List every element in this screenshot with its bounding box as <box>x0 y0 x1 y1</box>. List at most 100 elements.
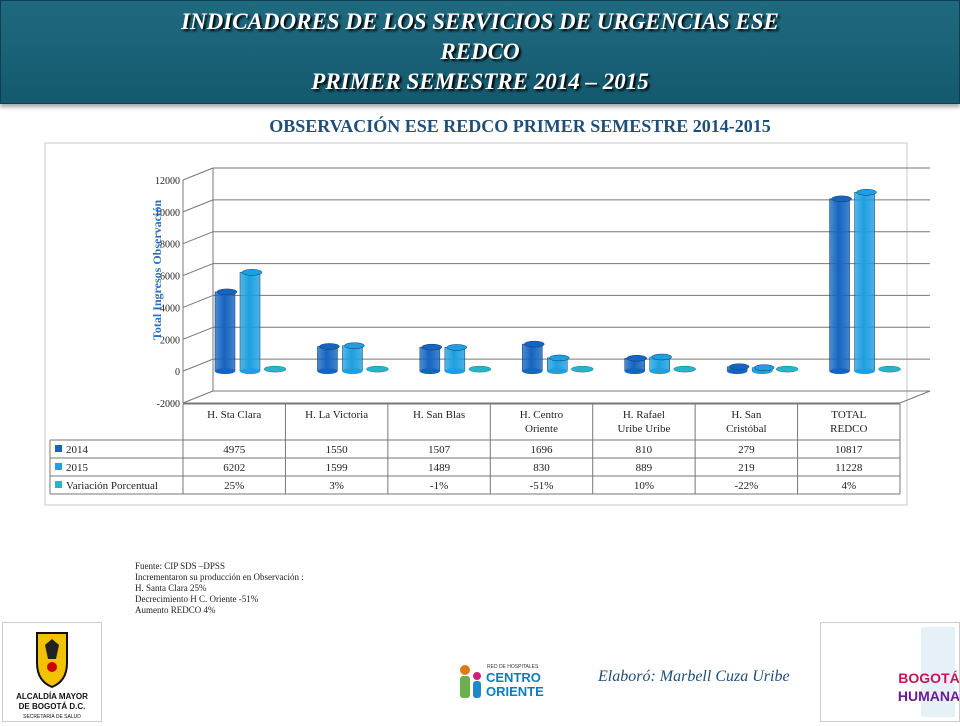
red-line1: RED DE HOSPITALES <box>487 664 539 670</box>
note-line: Fuente: CIP SDS –DPSS <box>135 561 225 571</box>
x-category-label: H. Sta Clara <box>207 409 261 421</box>
note-line: Incrementaron su producción en Observaci… <box>135 572 304 582</box>
bar-cap <box>626 354 647 362</box>
bar-cap <box>856 189 877 196</box>
gridline <box>182 358 214 372</box>
bar-base <box>419 368 440 375</box>
red-hospitales-icon: RED DE HOSPITALES CENTRO ORIENTE <box>460 664 544 699</box>
y-tick-label: 12000 <box>155 176 180 187</box>
data-label: -51% <box>530 480 554 492</box>
y-tick-label: 8000 <box>160 240 180 251</box>
bar-cap <box>421 343 443 351</box>
alcaldia-line1: ALCALDÍA MAYOR <box>16 692 88 701</box>
bar <box>878 365 901 373</box>
bar-base <box>240 368 260 375</box>
bar <box>239 272 261 372</box>
bar-cap <box>216 288 238 296</box>
bar-base <box>649 368 670 375</box>
data-label: 11228 <box>835 462 863 474</box>
bar <box>317 346 338 372</box>
data-label: -1% <box>430 480 448 492</box>
bar-base <box>342 368 363 375</box>
coat-of-arms-icon: ALCALDÍA MAYOR DE BOGOTÁ D.C. SECRETARÍA… <box>16 632 88 720</box>
bogota-humana-icon: BOGOTÁ HUMANA <box>898 627 960 717</box>
chart-title: OBSERVACIÓN ESE REDCO PRIMER SEMESTRE 20… <box>269 116 771 136</box>
bar-cap <box>319 343 340 350</box>
bar <box>854 192 875 372</box>
data-label: 3% <box>329 480 344 492</box>
bar <box>366 365 389 373</box>
data-label: 830 <box>533 462 550 474</box>
x-category-label: Oriente <box>525 423 558 435</box>
bar-base <box>215 368 235 375</box>
data-label: -22% <box>734 480 758 492</box>
header-title-line2: REDCO <box>440 39 520 64</box>
bar-cap <box>524 340 545 348</box>
gridline <box>182 390 214 404</box>
legend-swatch <box>55 463 62 470</box>
data-label: 10% <box>634 480 654 492</box>
bar <box>829 198 850 372</box>
legend-label: 2014 <box>66 444 89 456</box>
bar-base <box>444 368 465 375</box>
bar <box>263 365 287 373</box>
bar <box>775 365 799 373</box>
x-category-label: H. San Blas <box>413 409 465 421</box>
credit-text: Elaboró: Marbell Cuza Uribe <box>598 668 790 685</box>
bar <box>419 346 441 372</box>
y-tick-label: 4000 <box>160 303 180 314</box>
bar <box>673 365 696 373</box>
y-tick-label: 10000 <box>155 208 180 219</box>
bar-cap <box>651 353 672 361</box>
bar-base <box>829 368 850 375</box>
header-title-line3: PRIMER SEMESTRE 2014 – 2015 <box>311 69 649 94</box>
floor-edge <box>183 390 931 404</box>
red-line2: CENTRO <box>486 670 541 685</box>
note-line: H. Santa Clara 25% <box>135 583 207 593</box>
data-label: 889 <box>636 462 653 474</box>
bogota-humana-logo: BOGOTÁ HUMANA <box>820 622 960 722</box>
chart-frame <box>44 142 908 506</box>
gridline <box>182 294 214 308</box>
note-line: Decrecimiento H C. Oriente -51% <box>135 594 259 604</box>
data-label: 810 <box>636 444 653 456</box>
gridline <box>182 326 214 340</box>
header-banner: INDICADORES DE LOS SERVICIOS DE URGENCIA… <box>0 0 960 104</box>
red-line3: ORIENTE <box>486 684 544 699</box>
bar <box>444 347 466 372</box>
bar-base <box>317 368 338 375</box>
data-label: 1489 <box>428 462 451 474</box>
alcaldia-logo: ALCALDÍA MAYOR DE BOGOTÁ D.C. SECRETARÍA… <box>2 622 102 722</box>
bar <box>214 291 236 372</box>
red-centro-oriente-logo: RED DE HOSPITALES CENTRO ORIENTE <box>455 658 545 716</box>
gridline <box>182 199 214 213</box>
data-label: 1550 <box>326 444 349 456</box>
bar-base <box>547 368 568 375</box>
bar-cap <box>241 269 263 276</box>
bar <box>522 343 543 372</box>
data-label: 4975 <box>223 444 246 456</box>
bar <box>571 365 594 373</box>
bar-base <box>522 368 543 375</box>
data-label: 279 <box>738 444 755 456</box>
header-title-line1: INDICADORES DE LOS SERVICIOS DE URGENCIA… <box>181 9 779 34</box>
data-label: 1599 <box>326 462 349 474</box>
bar-cap <box>344 342 365 349</box>
alcaldia-line3: SECRETARÍA DE SALUD <box>23 713 81 720</box>
bar-base <box>624 368 645 375</box>
y-tick-label: 2000 <box>160 335 180 346</box>
data-label: 25% <box>224 480 244 492</box>
bar-cap <box>549 354 570 362</box>
bar <box>342 345 363 372</box>
x-category-label: TOTAL <box>831 409 866 421</box>
x-category-label: H. Rafael <box>623 409 665 421</box>
y-tick-label: -2000 <box>157 399 180 410</box>
gridline <box>182 263 214 277</box>
legend-swatch <box>55 481 62 488</box>
y-tick-label: 0 <box>175 367 180 378</box>
data-label: 10817 <box>835 444 863 456</box>
x-category-label: REDCO <box>830 423 867 435</box>
data-label: 1507 <box>428 444 451 456</box>
notes-block: Fuente: CIP SDS –DPSS Incrementaron su p… <box>135 561 304 616</box>
